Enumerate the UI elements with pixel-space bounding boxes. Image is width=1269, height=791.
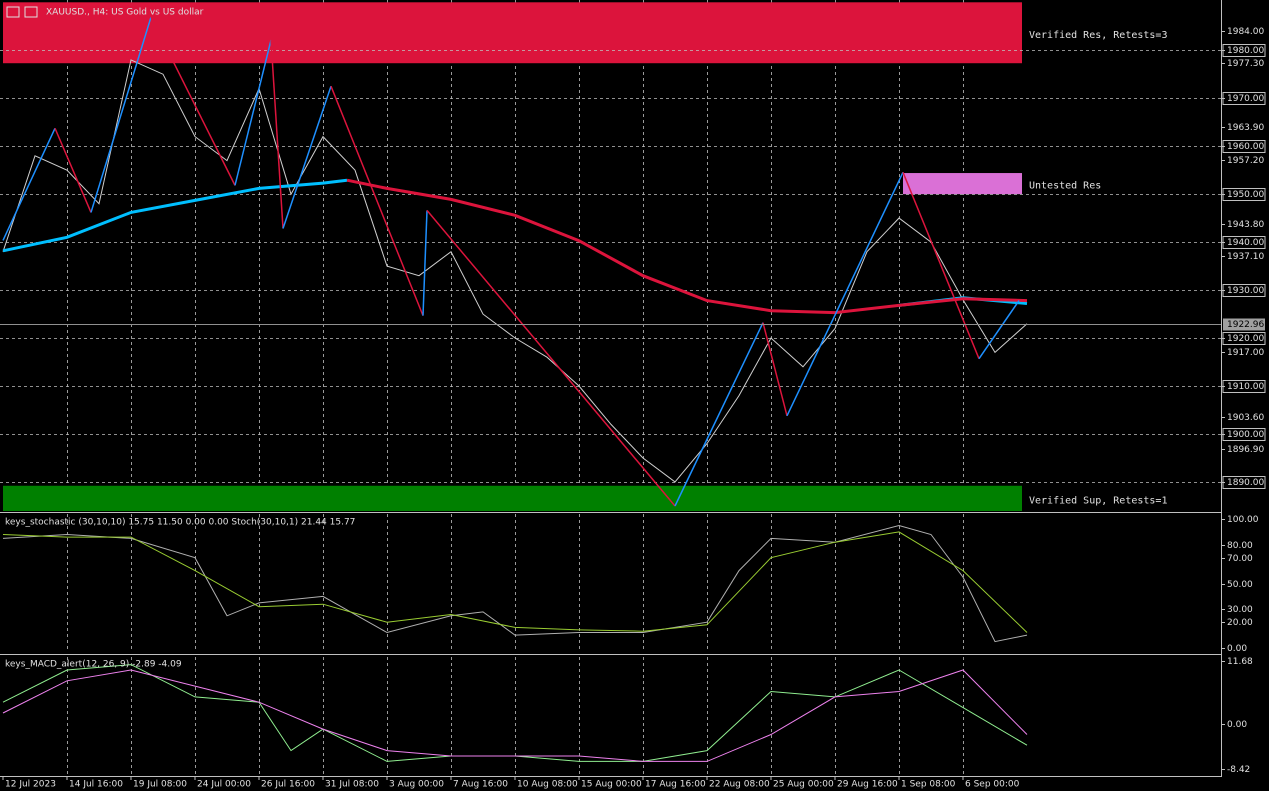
x-tick-label: 17 Aug 16:00 [645,780,706,790]
zigzag-segment [150,16,236,186]
y-tick-label: 50.00 [1227,580,1253,590]
zigzag-segment [234,39,272,186]
zigzag-segment [786,172,904,417]
y-tick-label: 1943.80 [1227,220,1264,230]
x-tick-label: 12 Jul 2023 [5,780,56,790]
zigzag-segment [2,127,56,241]
x-tick-label: 31 Jul 08:00 [325,780,379,790]
last-price-label: 1922.96 [1227,320,1264,330]
zone-label: Verified Sup, Retests=1 [1029,495,1167,506]
y-tick-label: 1977.30 [1227,59,1264,69]
zigzag-segment [270,40,284,229]
y-tick-label: 1900.00 [1227,430,1264,440]
y-tick-label: 1957.20 [1227,156,1264,166]
y-tick-label: 1917.00 [1227,348,1264,358]
x-tick-label: 22 Aug 08:00 [709,780,770,790]
y-tick-label: 0.00 [1227,644,1247,654]
zigzag-segment [426,209,676,507]
y-tick-label: 70.00 [1227,554,1253,564]
last-price-box [1223,318,1265,331]
x-tick-label: 1 Sep 08:00 [901,780,956,790]
zone [903,173,1022,195]
zigzag-segment [978,300,1020,360]
chart-icon [6,6,20,18]
y-tick-label: 100.00 [1227,515,1259,525]
x-tick-label: 7 Aug 16:00 [453,780,508,790]
x-tick-label: 15 Aug 00:00 [581,780,642,790]
y-tick-label: 1937.10 [1227,252,1264,262]
y-tick-label: 0.00 [1227,720,1247,730]
y-tick-label: 1984.00 [1227,27,1264,37]
x-tick-label: 29 Aug 16:00 [837,780,898,790]
x-tick-label: 3 Aug 00:00 [389,780,444,790]
x-tick-label: 26 Jul 16:00 [261,780,315,790]
y-tick-label: 1970.00 [1227,94,1264,104]
x-tick-label: 19 Jul 08:00 [133,780,187,790]
series-line [2,669,1028,762]
y-tick-label: 11.68 [1227,657,1253,667]
indicator-title: keys_MACD_alert(12, 26, 9) -2.89 -4.09 [5,660,182,670]
zigzag-segment [902,172,980,360]
zone-label: Untested Res [1029,181,1101,192]
y-tick-label: 1950.00 [1227,190,1264,200]
zigzag-segment [762,322,788,417]
y-tick-label: 1910.00 [1227,382,1264,392]
chart-title: XAUUSD., H4: US Gold vs US dollar [46,8,204,18]
x-tick-label: 25 Aug 00:00 [773,780,834,790]
zigzag-segment [330,85,424,316]
series-line [2,531,1028,633]
zigzag-segment [90,16,152,213]
y-tick-label: 30.00 [1227,605,1253,615]
x-tick-label: 10 Aug 08:00 [517,780,578,790]
zigzag-segment [422,210,428,316]
series-line [2,59,1028,483]
zone [3,2,1022,64]
y-tick-label: 80.00 [1227,541,1253,551]
y-tick-label: 1896.90 [1227,445,1264,455]
indicator-title: keys_stochastic (30,10,10) 15.75 11.50 0… [5,518,355,528]
chart-icon [24,6,38,18]
y-tick-label: -8.42 [1227,765,1250,775]
x-tick-label: 6 Sep 00:00 [965,780,1020,790]
y-tick-label: 1890.00 [1227,478,1264,488]
zone [3,485,1022,511]
series-line [346,178,1028,315]
y-tick-label: 1980.00 [1227,46,1264,56]
zigzag-segment [674,322,764,507]
y-tick-label: 1930.00 [1227,286,1264,296]
y-tick-label: 1903.60 [1227,413,1264,423]
y-tick-label: 1940.00 [1227,238,1264,248]
series-line [2,524,1028,643]
zone-label: Verified Res, Retests=3 [1029,30,1167,41]
x-tick-label: 24 Jul 00:00 [197,780,251,790]
y-tick-label: 20.00 [1227,618,1253,628]
x-tick-label: 14 Jul 16:00 [69,780,123,790]
zigzag-segment [54,127,92,213]
zigzag-segment [282,85,332,229]
y-tick-label: 1963.90 [1227,123,1264,133]
y-tick-label: 1920.00 [1227,334,1264,344]
y-tick-label: 1960.00 [1227,142,1264,152]
